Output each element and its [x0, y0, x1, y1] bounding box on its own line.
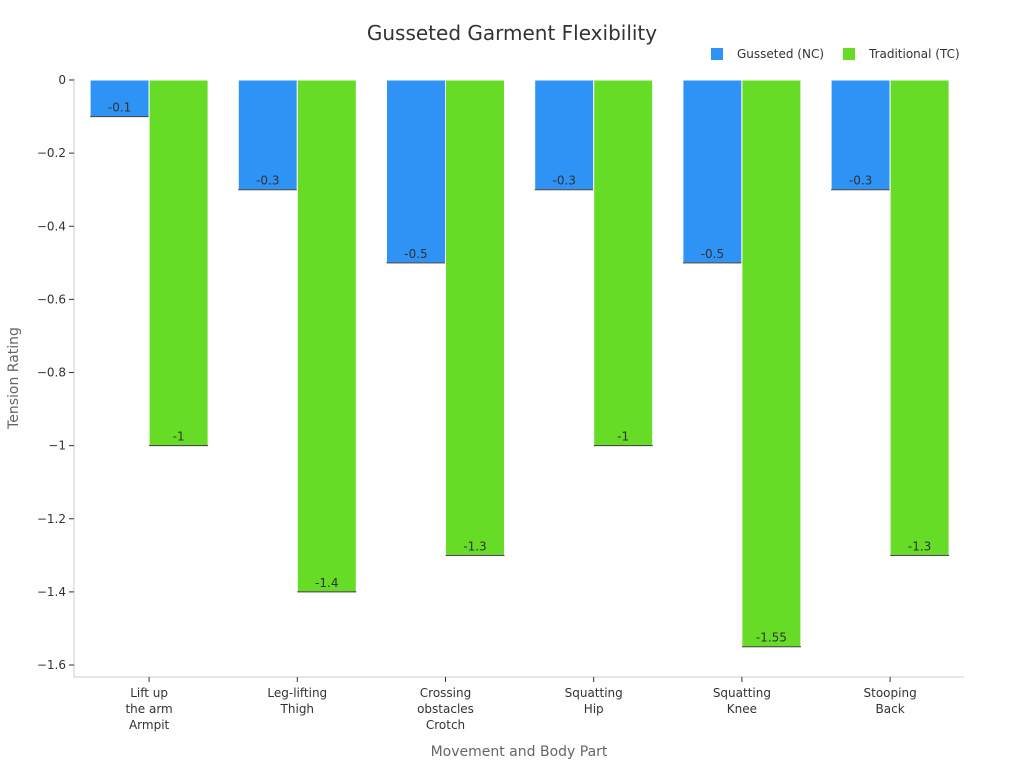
y-tick-label: −1.2	[37, 512, 66, 526]
data-label: -1.4	[315, 576, 338, 590]
bar-traditional	[148, 79, 209, 447]
bar-gusseted	[682, 79, 743, 264]
y-tick-label: 0	[58, 73, 66, 87]
y-axis-ticks: 0 −0.2 −0.4 −0.6 −0.8 −1 −1.2 −1.4 −1.6	[37, 73, 74, 672]
legend: Gusseted (NC) Traditional (TC)	[711, 47, 960, 61]
y-tick-label: −0.8	[37, 366, 66, 380]
bar-traditional	[889, 79, 950, 556]
x-tick-label: Lift up	[130, 686, 168, 700]
y-tick-label: −0.4	[37, 219, 66, 233]
bar-gusseted	[89, 79, 150, 118]
x-tick-label: Crossing	[420, 686, 471, 700]
y-tick-label: −1.6	[37, 658, 66, 672]
data-label: -1.3	[908, 539, 931, 553]
x-tick-label: Back	[876, 702, 905, 716]
x-tick-label: Squatting	[713, 686, 771, 700]
x-tick-label: Armpit	[129, 718, 170, 732]
x-tick-label: Squatting	[565, 686, 623, 700]
x-tick-label: Knee	[727, 702, 757, 716]
bar-gusseted	[830, 79, 891, 191]
data-label: -0.5	[404, 247, 427, 261]
y-tick-label: −1	[48, 439, 66, 453]
data-label: -0.5	[701, 247, 724, 261]
data-label: -0.3	[849, 174, 872, 188]
bar-traditional	[593, 79, 654, 447]
bar-gusseted	[386, 79, 446, 264]
y-tick-label: −1.4	[37, 585, 66, 599]
data-labels: -0.1 -1 -0.3 -1.4 -0.5 -1.3 -0.3 -1 -0.5 -1.55 -0.…	[108, 101, 931, 645]
x-tick-label: Stooping	[864, 686, 917, 700]
bar-gusseted	[237, 79, 298, 191]
x-tick-label: the arm	[125, 702, 172, 716]
data-label: -0.3	[256, 174, 279, 188]
bars	[89, 79, 950, 648]
bar-traditional	[296, 79, 357, 593]
legend-label-gusseted: Gusseted (NC)	[737, 47, 824, 61]
bar-gusseted	[534, 79, 595, 191]
x-axis-ticks: Lift up the arm Armpit Leg-lifting Thigh Cros…	[125, 677, 917, 732]
legend-swatch-gusseted	[711, 48, 723, 60]
data-label: -1	[173, 430, 185, 444]
y-axis-title: Tension Rating	[6, 327, 22, 430]
data-label: -1.3	[463, 539, 486, 553]
bar-traditional	[445, 79, 505, 556]
x-tick-label: Crotch	[426, 718, 465, 732]
x-tick-label: obstacles	[417, 702, 474, 716]
x-tick-label: Hip	[584, 702, 604, 716]
bar-traditional	[741, 79, 802, 648]
legend-swatch-traditional	[843, 48, 855, 60]
y-tick-label: −0.2	[37, 146, 66, 160]
y-tick-label: −0.6	[37, 292, 66, 306]
legend-label-traditional: Traditional (TC)	[868, 47, 960, 61]
data-label: -1.55	[756, 631, 787, 645]
data-label: -1	[617, 430, 629, 444]
data-label: -0.1	[108, 101, 131, 115]
x-axis-title: Movement and Body Part	[431, 744, 608, 760]
x-tick-label: Thigh	[280, 702, 315, 716]
chart-title: Gusseted Garment Flexibility	[367, 21, 657, 45]
x-tick-label: Leg-lifting	[267, 686, 327, 700]
data-label: -0.3	[552, 174, 575, 188]
